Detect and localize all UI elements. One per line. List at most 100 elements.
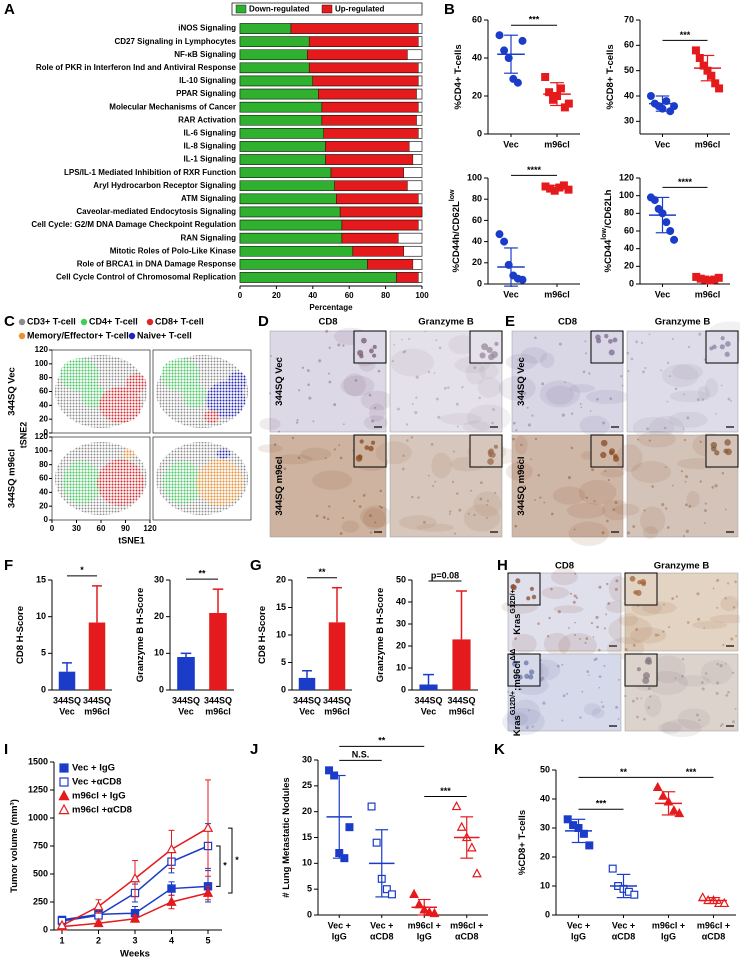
y-tick-label: 20	[396, 640, 406, 650]
x-tick-label: 40	[308, 291, 317, 300]
cell-stain	[734, 707, 737, 710]
cell-stain	[403, 350, 407, 353]
panel-letter: I	[4, 741, 8, 758]
column-header: Granzyme B	[654, 561, 710, 572]
y-tick-label: 20	[154, 611, 164, 621]
y-axis-label: %CD4+ T-cells	[453, 44, 464, 109]
cell-stain	[674, 677, 677, 680]
tissue	[511, 699, 541, 727]
panel-letter: G	[250, 557, 262, 574]
tissue	[259, 417, 281, 431]
significance-label: **	[378, 736, 386, 746]
cell-stain	[566, 692, 569, 695]
cell-stain	[660, 369, 663, 372]
y-axis-label-part: low	[449, 189, 456, 201]
x-tick-label: m96cl	[449, 706, 475, 716]
legend-label: CD3+ T-cell	[27, 316, 76, 326]
cell-stain	[564, 381, 566, 384]
tissue	[686, 491, 700, 508]
row-label-part: 344SQ Vec	[516, 357, 527, 406]
category-label: IL-10 Signaling	[179, 76, 236, 85]
point	[387, 890, 396, 899]
cell-stain	[654, 633, 658, 637]
x-tick-label: m96cl	[695, 139, 721, 149]
cell-stain	[626, 351, 630, 355]
cell-stain	[278, 430, 281, 433]
cell-stain	[598, 585, 602, 589]
significance-bracket	[228, 827, 233, 894]
cell-stain	[270, 355, 273, 357]
bar-segment	[341, 232, 399, 244]
inset-cell	[531, 594, 537, 600]
cell-stain	[592, 636, 595, 638]
y-tick-label: 5	[281, 657, 286, 667]
point	[166, 843, 177, 854]
category-label: Molecular Mechanisms of Cancer	[109, 102, 236, 111]
inset-cell	[526, 596, 531, 601]
cell-stain	[585, 496, 588, 499]
x-tick-label: m96cl +	[450, 920, 483, 930]
y-tick-label: 1250	[28, 784, 48, 794]
tissue	[505, 353, 538, 371]
cell-stain	[617, 718, 620, 720]
cell-stain	[427, 370, 431, 374]
cell-stain	[593, 500, 596, 503]
bar-segment	[239, 154, 326, 165]
cell-stain	[401, 338, 403, 341]
x-tick-label: m96cl	[695, 289, 721, 299]
point	[93, 917, 104, 928]
x-tick-label: 60	[97, 524, 106, 533]
cell-stain	[534, 336, 537, 340]
point	[697, 892, 708, 902]
cell-stain	[684, 503, 688, 507]
bar-segment	[334, 180, 408, 191]
cell-stain	[671, 337, 674, 341]
panel-letter: B	[444, 1, 455, 18]
significance-label: ***	[529, 15, 540, 25]
cell-stain	[682, 428, 685, 430]
category-label: CD27 Signaling in Lymphocytes	[114, 37, 236, 46]
cell-stain	[593, 658, 597, 662]
cluster	[227, 371, 248, 392]
cell-stain	[368, 393, 372, 397]
bar-segment	[239, 49, 308, 60]
y-tick-label: 20	[540, 851, 550, 861]
cell-stain	[324, 457, 327, 459]
cell-stain	[567, 627, 570, 629]
cell-stain	[618, 678, 620, 681]
cluster	[162, 461, 202, 505]
inset-cell	[600, 451, 607, 459]
tissue	[440, 413, 482, 426]
point	[429, 907, 440, 918]
cell-stain	[492, 408, 495, 411]
y-tick-label: 0	[41, 684, 46, 694]
point	[670, 102, 679, 111]
point	[608, 864, 617, 873]
category-label: NF-κB Signaling	[174, 50, 236, 59]
bar-segment	[321, 101, 419, 113]
cell-stain	[614, 587, 618, 591]
legend-label: Naive+ T-cell	[137, 330, 192, 340]
point	[518, 36, 527, 45]
tissue	[360, 505, 393, 528]
x-tick-label: Vec +	[370, 920, 393, 930]
tissue	[608, 575, 630, 602]
cell-stain	[437, 415, 441, 419]
tissue	[257, 444, 283, 453]
cell-stain	[642, 370, 645, 374]
cell-stain	[601, 705, 605, 709]
cell-stain	[664, 466, 667, 469]
cell-stain	[666, 361, 670, 364]
y-axis-label-part: low	[601, 228, 608, 240]
y-tick-label: 30	[540, 822, 550, 832]
y-tick-label: 80	[624, 208, 634, 218]
x-tick-label: 344SQ	[83, 695, 111, 705]
cell-stain	[291, 436, 295, 440]
y-tick-label: 10	[302, 858, 312, 868]
cell-stain	[681, 658, 685, 661]
point	[93, 900, 104, 911]
tissue	[709, 614, 740, 624]
tissue	[631, 460, 672, 484]
cell-stain	[277, 460, 281, 464]
cell-stain	[609, 397, 613, 400]
